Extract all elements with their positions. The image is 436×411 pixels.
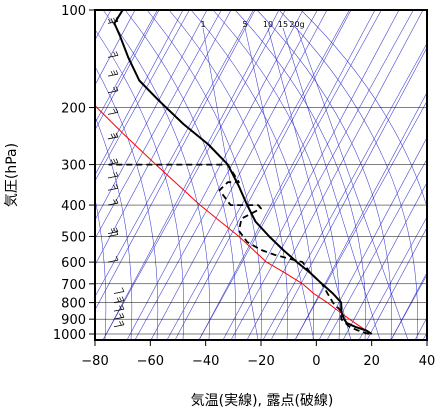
dry-adiabat-line: [294, 100, 427, 340]
moist-adiabat-line: [95, 29, 185, 340]
mixing-ratio-line: [296, 27, 409, 340]
moist-adiabat-line: [234, 10, 366, 340]
mixing-ratio-line: [282, 27, 381, 340]
moist-adiabat-line: [95, 116, 133, 340]
mixing-ratio-label: 10: [263, 20, 273, 29]
wind-barb: [107, 255, 119, 263]
x-tick-label: −80: [81, 354, 108, 369]
moist-adiabat-line: [95, 66, 159, 340]
dry-adiabat-line: [95, 10, 158, 124]
x-tick-label: 20: [363, 354, 380, 369]
x-axis: −80 −60 −40 −20 0 20 40: [81, 340, 435, 369]
dry-adiabat-line: [134, 10, 318, 340]
wind-barb: [107, 227, 119, 235]
wind-barb: [107, 108, 119, 115]
isotherm-line: [95, 10, 184, 176]
isotherm-line: [95, 10, 136, 86]
y-tick-label: 900: [61, 313, 86, 328]
isotherm-line: [174, 10, 352, 340]
dry-adiabat-line: [95, 10, 190, 182]
mixing-ratio-line: [202, 27, 259, 340]
isotherm-line: [95, 10, 232, 266]
dry-adiabat-line: [95, 10, 254, 298]
mixing-ratio-labels: 1 5 10 15 20g: [200, 20, 304, 29]
dry-adiabat-line: [422, 332, 427, 340]
isotherm-line: [318, 136, 427, 340]
x-tick-label: −20: [247, 354, 274, 369]
y-tick-label: 300: [61, 159, 86, 174]
wind-barb: [113, 296, 125, 303]
isotherm-line: [246, 10, 424, 340]
dry-adiabat-line: [166, 10, 350, 340]
y-tick-label: 800: [61, 297, 86, 312]
isotherm-line: [366, 226, 427, 340]
dry-adiabat-line: [326, 158, 427, 340]
moist-adiabat-line: [168, 10, 288, 340]
x-tick-label: 0: [312, 354, 320, 369]
dry-adiabat-line: [262, 42, 427, 340]
temperature-line: [113, 10, 373, 335]
x-tick-label: −60: [137, 354, 164, 369]
wind-barb: [113, 304, 125, 312]
y-tick-label: 500: [61, 230, 86, 245]
wind-barb: [107, 171, 119, 179]
y-tick-label: 100: [61, 4, 86, 19]
isotherm-line: [95, 10, 160, 131]
mixing-ratio-label: 15: [278, 20, 288, 29]
dry-adiabat-line: [230, 10, 414, 340]
x-tick-label: 40: [419, 354, 436, 369]
y-axis-label: 気圧(hPa): [4, 143, 20, 207]
moist-adiabat-line: [102, 10, 211, 340]
wind-barb: [113, 313, 125, 320]
y-tick-label: 1000: [53, 328, 86, 343]
isotherm-line: [95, 10, 208, 221]
mixing-ratio-label: 20g: [289, 20, 304, 29]
wind-barb: [107, 184, 119, 191]
wind-barb: [107, 69, 119, 77]
y-tick-label: 200: [61, 102, 86, 117]
wind-barb: [107, 158, 119, 165]
y-tick-label: 400: [61, 199, 86, 214]
wind-barb: [107, 132, 119, 140]
moist-adiabat-line: [124, 10, 236, 340]
mixing-ratio-line: [244, 27, 315, 340]
moist-adiabat-line: [212, 10, 340, 340]
mixing-ratio-line: [267, 27, 352, 340]
x-tick-label: −40: [192, 354, 219, 369]
mixing-ratio-label: 1: [200, 20, 205, 29]
wind-barbs: [107, 17, 125, 328]
isotherm-line: [270, 46, 427, 340]
wind-barb: [107, 230, 119, 237]
isotherm-line: [222, 10, 400, 340]
isotherm-line: [342, 181, 427, 340]
dry-adiabat-line: [358, 216, 427, 340]
moist-adiabat-line: [278, 10, 418, 340]
moist-adiabat-line: [300, 10, 427, 209]
wind-barb: [107, 86, 119, 94]
wind-barb: [107, 51, 119, 58]
dewpoint-line: [108, 163, 370, 335]
dry-adiabat-line: [95, 10, 222, 240]
dry-adiabat-line: [102, 10, 286, 340]
wind-barb: [107, 17, 119, 24]
wind-barb: [113, 287, 125, 294]
wind-barb: [107, 198, 119, 206]
wind-barb: [113, 320, 125, 328]
moist-adiabat-line: [146, 10, 262, 340]
y-tick-label: 600: [61, 256, 86, 271]
profile-series: [95, 10, 373, 335]
moist-adiabat-line: [95, 197, 107, 340]
isotherm-line: [102, 10, 280, 340]
x-axis-label: 気温(実線), 露点(破線): [191, 393, 334, 409]
dry-adiabat-line: [390, 274, 427, 340]
mixing-ratio-label: 5: [242, 20, 247, 29]
skew-t-background-lines: [95, 10, 427, 340]
y-tick-label: 700: [61, 278, 86, 293]
parcel-line: [95, 105, 372, 335]
isotherm-line: [150, 10, 328, 340]
isotherm-line: [198, 10, 376, 340]
isotherm-line: [390, 271, 427, 340]
